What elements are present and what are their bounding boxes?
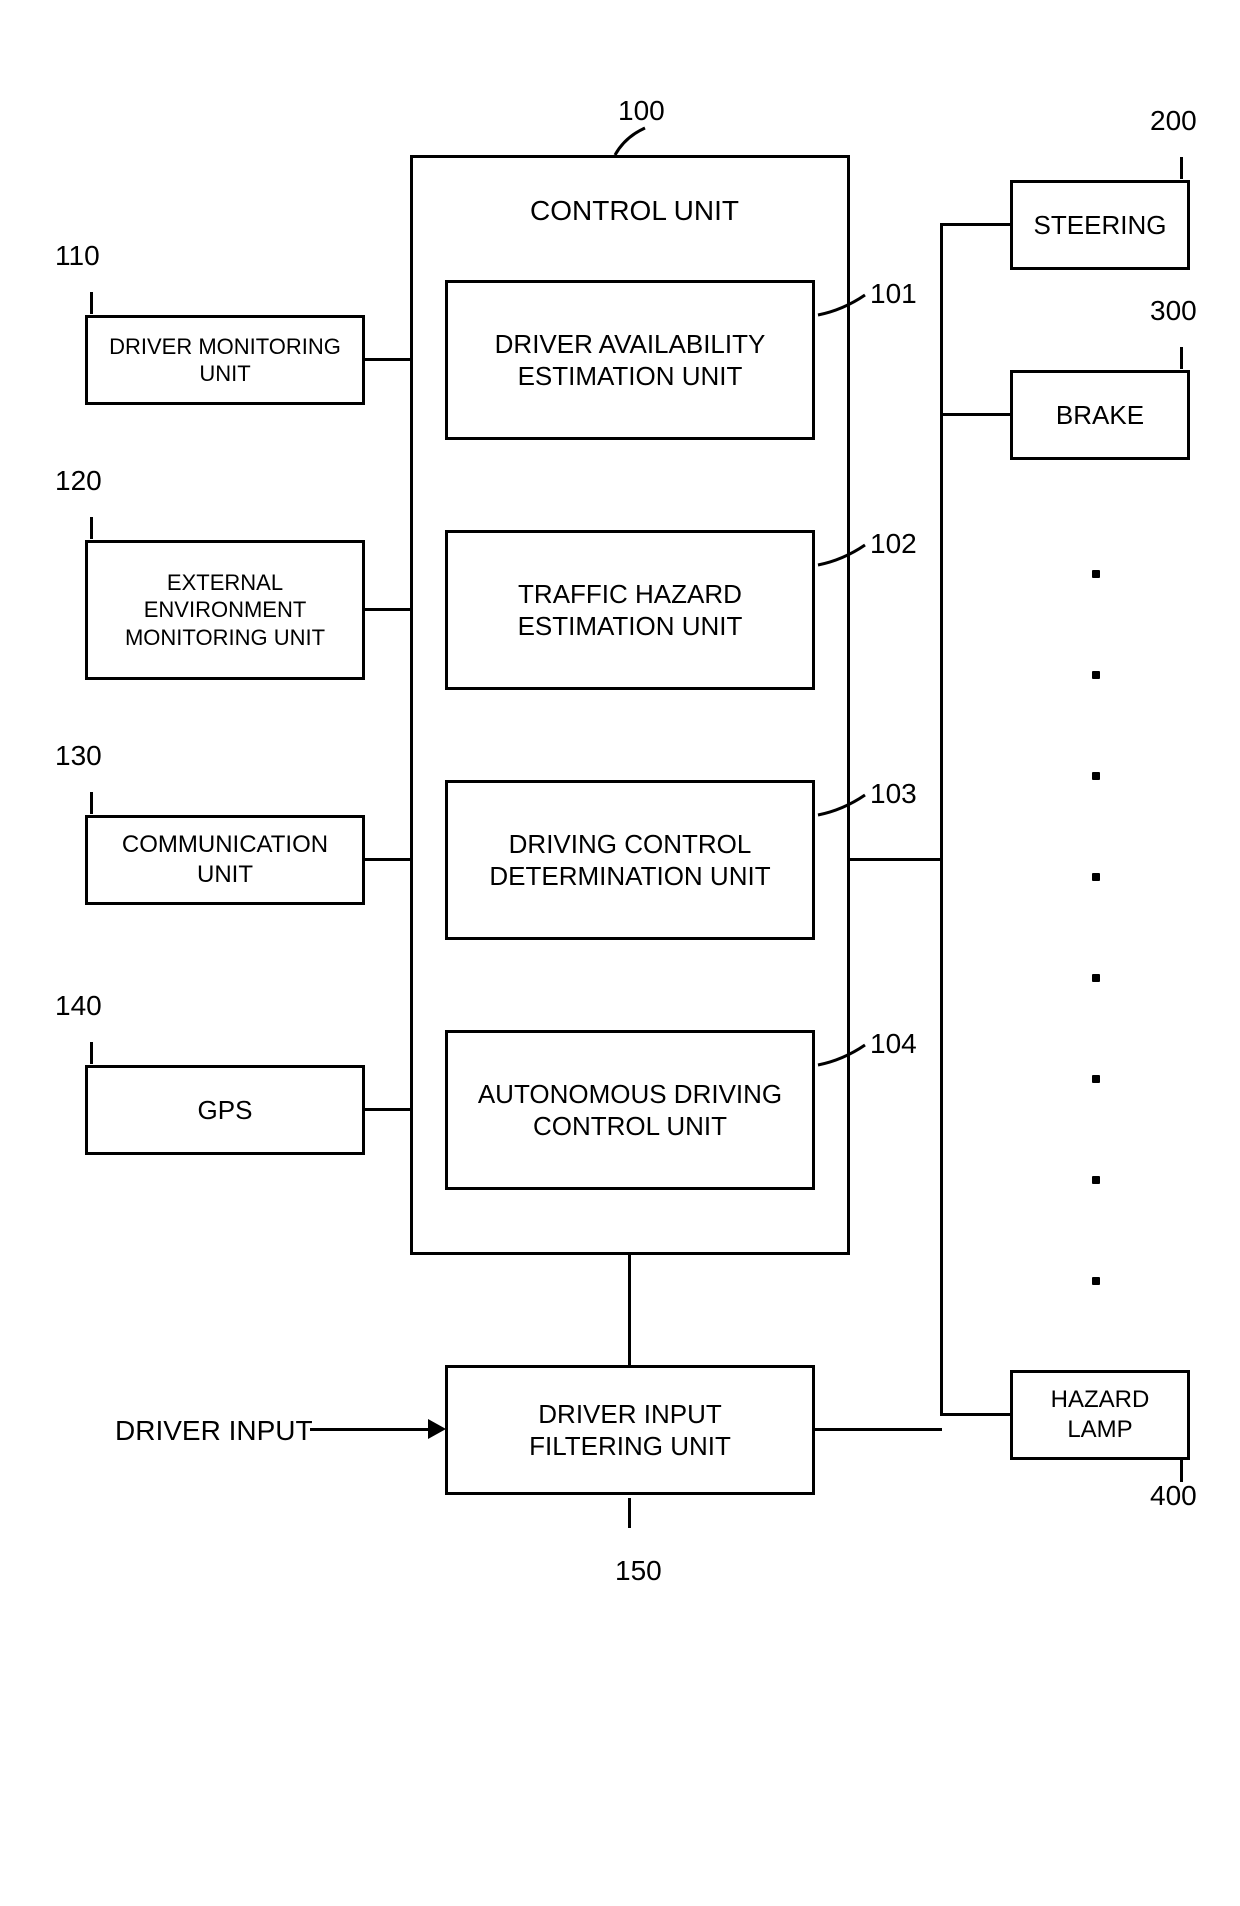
- driver-input-line: [310, 1428, 430, 1431]
- ref-100-lead: [610, 125, 660, 160]
- steering-unit: STEERING: [1010, 180, 1190, 270]
- ref-104-lead: [815, 1040, 870, 1070]
- ref-110: 110: [55, 240, 100, 272]
- diagram-canvas: CONTROL UNIT 100 DRIVER AVAILABILITYESTI…: [0, 0, 1240, 1906]
- communication-unit: COMMUNICATION UNIT: [85, 815, 365, 905]
- traffic-hazard-unit: TRAFFIC HAZARDESTIMATION UNIT: [445, 530, 815, 690]
- ref-102-lead: [815, 540, 870, 570]
- driver-input-arrowhead: [428, 1419, 446, 1439]
- hazard-lamp-label: HAZARD LAMP: [1021, 1385, 1179, 1445]
- steering-label: STEERING: [1034, 209, 1167, 242]
- traffic-hazard-label: TRAFFIC HAZARDESTIMATION UNIT: [518, 578, 743, 643]
- ref-100: 100: [618, 95, 665, 127]
- conn-bus-to-hazard: [940, 1413, 1010, 1416]
- ref-101-lead: [815, 290, 870, 320]
- tick-110: [90, 292, 93, 314]
- conn-comm: [365, 858, 410, 861]
- gps-unit: GPS: [85, 1065, 365, 1155]
- external-env-label: EXTERNAL ENVIRONMENTMONITORING UNIT: [96, 569, 354, 652]
- tick-130: [90, 792, 93, 814]
- ref-140: 140: [55, 990, 102, 1022]
- brake-label: BRAKE: [1056, 399, 1144, 432]
- brake-unit: BRAKE: [1010, 370, 1190, 460]
- ellipsis-dot: [1092, 570, 1100, 578]
- driver-monitoring-unit: DRIVER MONITORING UNIT: [85, 315, 365, 405]
- driver-input-label: DRIVER INPUT: [115, 1415, 313, 1447]
- conn-bus-to-steering: [940, 223, 1010, 226]
- tick-150: [628, 1498, 631, 1528]
- driver-monitoring-label: DRIVER MONITORING UNIT: [96, 333, 354, 388]
- gps-label: GPS: [198, 1094, 253, 1127]
- conn-filter-to-bus: [815, 1428, 942, 1431]
- driver-input-filter-unit: DRIVER INPUTFILTERING UNIT: [445, 1365, 815, 1495]
- ellipsis-dot: [1092, 1075, 1100, 1083]
- driving-control-label: DRIVING CONTROLDETERMINATION UNIT: [489, 828, 770, 893]
- tick-300: [1180, 347, 1183, 369]
- autonomous-driving-unit: AUTONOMOUS DRIVINGCONTROL UNIT: [445, 1030, 815, 1190]
- tick-200: [1180, 157, 1183, 179]
- ref-300: 300: [1150, 295, 1197, 327]
- driver-input-filter-label: DRIVER INPUTFILTERING UNIT: [529, 1398, 731, 1463]
- ellipsis-dot: [1092, 873, 1100, 881]
- conn-ext-env: [365, 608, 410, 611]
- tick-400: [1180, 1460, 1183, 1482]
- ref-130: 130: [55, 740, 102, 772]
- driver-availability-unit: DRIVER AVAILABILITYESTIMATION UNIT: [445, 280, 815, 440]
- ref-101: 101: [870, 278, 917, 310]
- ellipsis-dot: [1092, 1176, 1100, 1184]
- conn-bus-to-control: [850, 858, 942, 861]
- control-unit-label: CONTROL UNIT: [530, 195, 739, 227]
- ref-200: 200: [1150, 105, 1197, 137]
- autonomous-driving-label: AUTONOMOUS DRIVINGCONTROL UNIT: [478, 1078, 782, 1143]
- ellipsis-dot: [1092, 974, 1100, 982]
- external-env-unit: EXTERNAL ENVIRONMENTMONITORING UNIT: [85, 540, 365, 680]
- conn-bus-to-brake: [940, 413, 1010, 416]
- driver-availability-label: DRIVER AVAILABILITYESTIMATION UNIT: [495, 328, 766, 393]
- ref-102: 102: [870, 528, 917, 560]
- hazard-lamp-unit: HAZARD LAMP: [1010, 1370, 1190, 1460]
- ref-120: 120: [55, 465, 102, 497]
- ref-104: 104: [870, 1028, 917, 1060]
- ellipsis-dot: [1092, 671, 1100, 679]
- ref-103-lead: [815, 790, 870, 820]
- communication-label: COMMUNICATION UNIT: [96, 830, 354, 890]
- ref-103: 103: [870, 778, 917, 810]
- ellipsis-dot: [1092, 772, 1100, 780]
- conn-driver-mon: [365, 358, 410, 361]
- tick-120: [90, 517, 93, 539]
- ref-150: 150: [615, 1555, 662, 1587]
- tick-140: [90, 1042, 93, 1064]
- ellipsis-dot: [1092, 1277, 1100, 1285]
- conn-gps: [365, 1108, 410, 1111]
- driving-control-unit: DRIVING CONTROLDETERMINATION UNIT: [445, 780, 815, 940]
- right-bus-vline: [940, 223, 943, 1415]
- conn-control-to-filter: [628, 1255, 631, 1365]
- ref-400: 400: [1150, 1480, 1197, 1512]
